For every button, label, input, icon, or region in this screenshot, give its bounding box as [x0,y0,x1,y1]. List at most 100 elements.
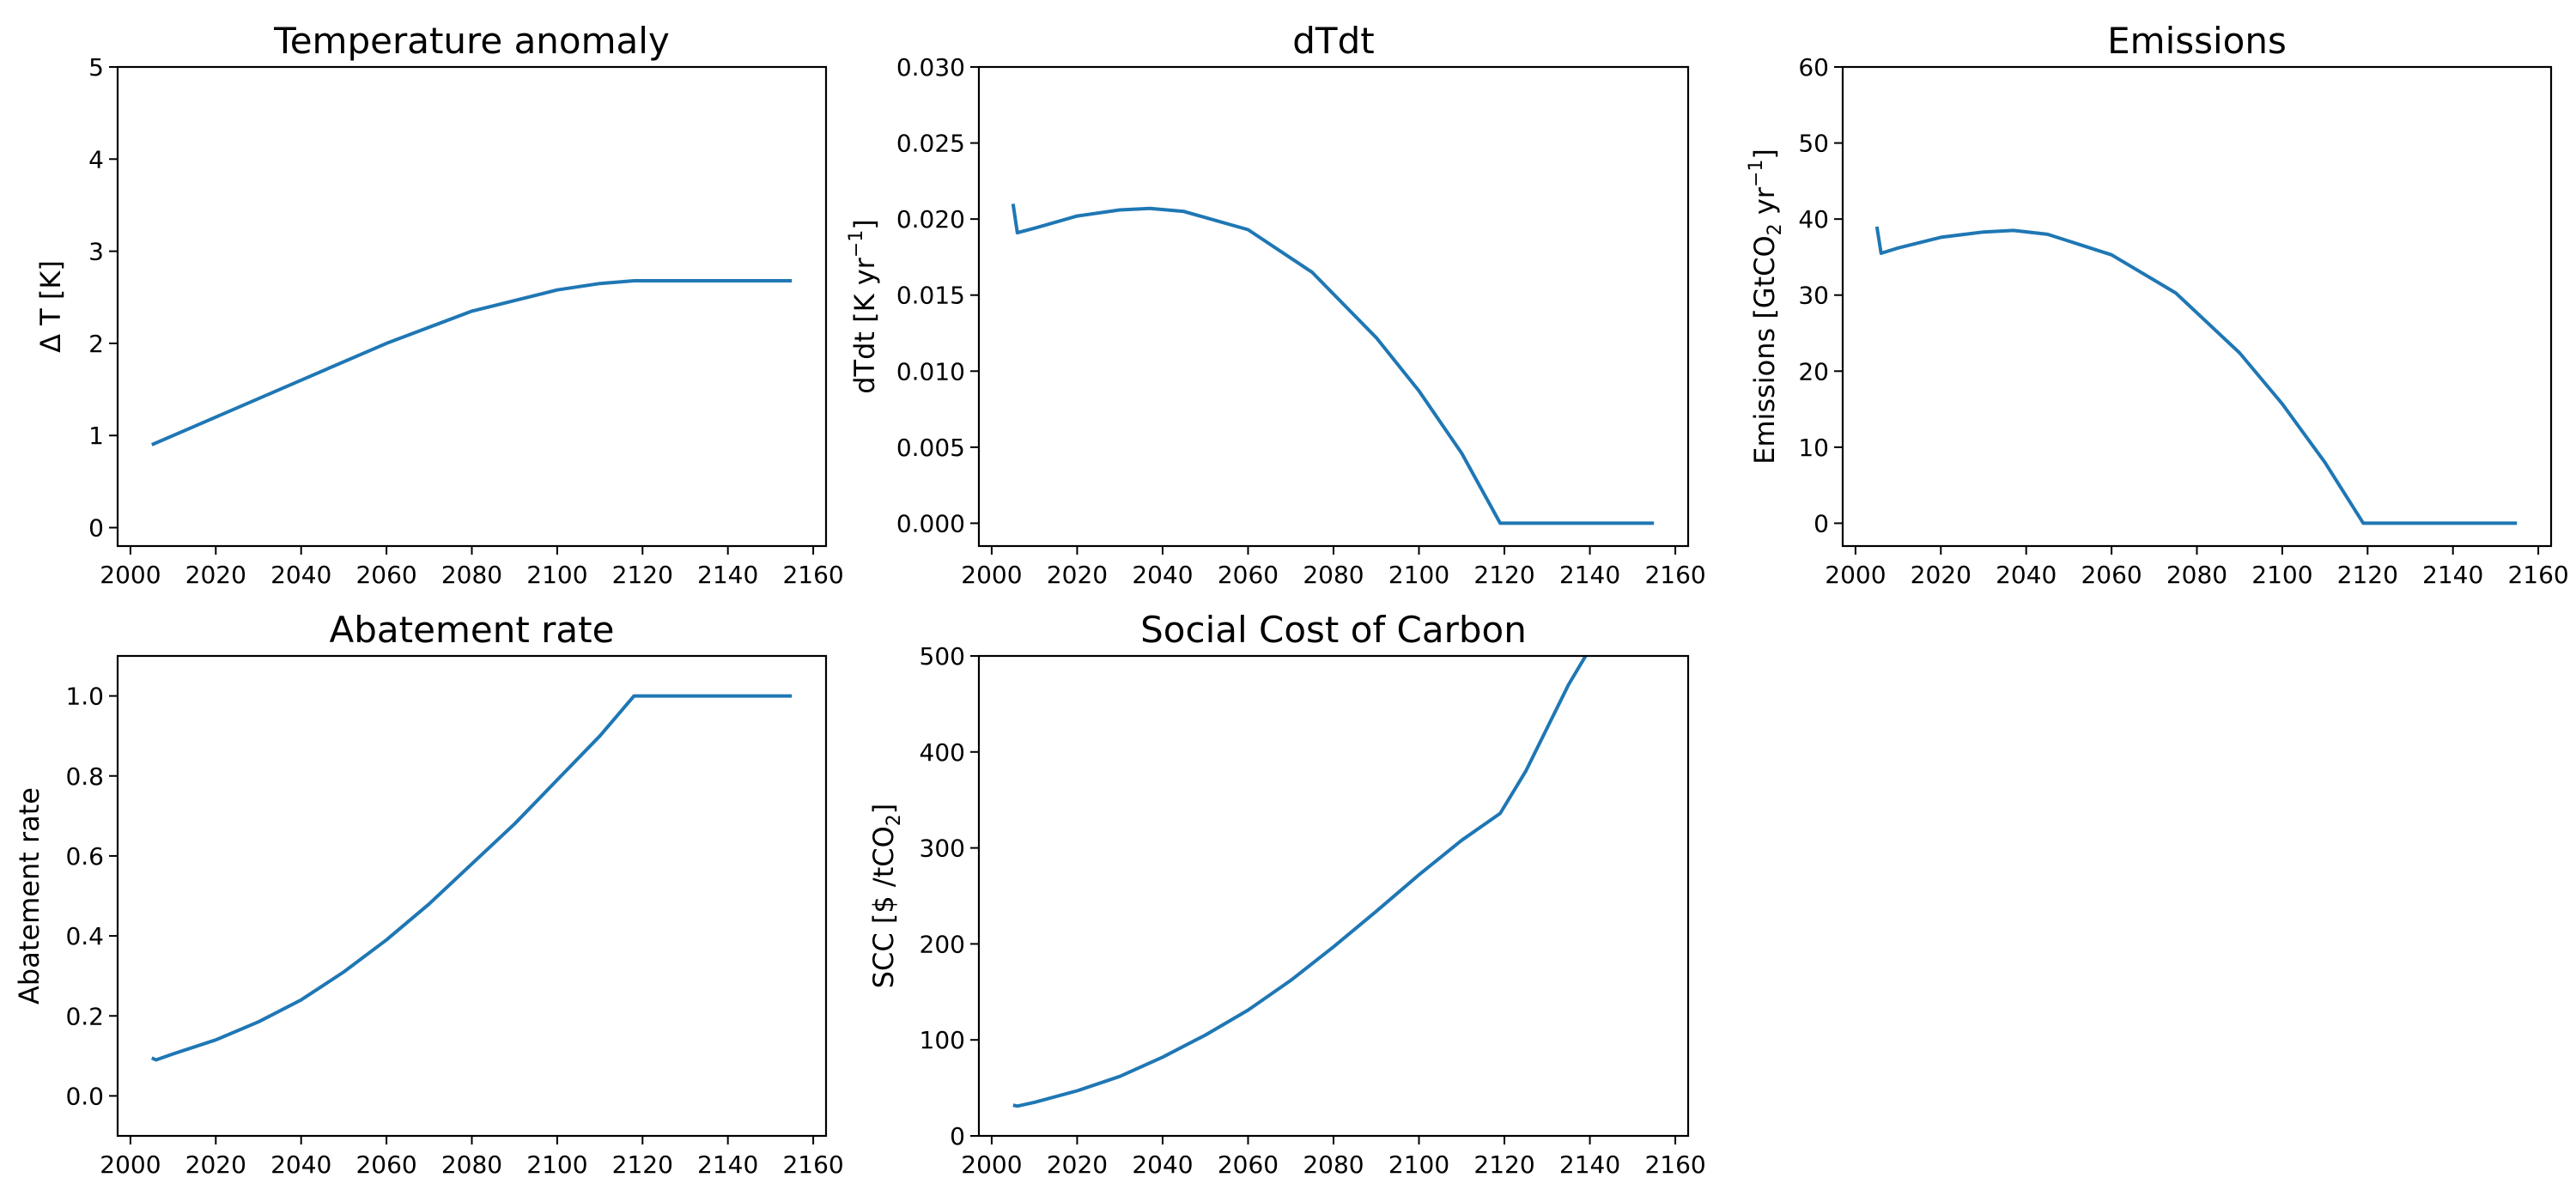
series-line [1012,656,1588,1108]
x-tick-label: 2120 [2337,561,2398,589]
x-tick-label: 2140 [2422,561,2483,589]
y-axis-label: SCC [$ /tCO2] [867,804,905,989]
y-axis-label: Emissions [GtCO2 yr−1] [1746,149,1786,464]
axes-frame [116,654,828,1138]
x-tick-label: 2040 [270,561,331,589]
x-tick-label: 2160 [782,561,843,589]
y-tick-label: 0.2 [65,1002,104,1030]
series-line [150,694,793,1062]
y-tick-label: 0 [1814,509,1829,537]
y-tick-label: 400 [920,738,965,767]
x-tick-label: 2160 [782,1150,843,1179]
series-line [1874,226,2518,525]
x-tick-label: 2100 [2251,561,2312,589]
y-tick-label: 1.0 [65,683,104,711]
x-tick-label: 2040 [1132,561,1193,589]
y-tick-label: 0.4 [65,922,104,950]
y-tick-label: 0.010 [896,357,965,385]
x-tick-label: 2080 [1303,1150,1364,1179]
y-tick-label: 30 [1798,282,1829,310]
x-tick-label: 2080 [441,1150,502,1179]
x-tick-label: 2060 [355,1150,416,1179]
x-tick-label: 2160 [1644,1150,1705,1179]
y-tick-label: 300 [920,835,965,863]
y-tick-label: 0.025 [896,130,965,158]
series-line [151,279,793,446]
y-tick-label: 5 [88,53,104,82]
y-axis-label: Δ T [K] [34,260,67,353]
y-tick-label: 10 [1798,434,1829,462]
x-tick-label: 2060 [1218,1150,1279,1179]
x-tick-label: 2020 [185,1150,246,1179]
x-tick-label: 2080 [1303,561,1364,589]
x-tick-label: 2100 [526,1150,587,1179]
y-tick-label: 0.8 [65,762,104,791]
subplot-2: dTdt 2000 2020 2040 2060 2080 2100 2120 2140 2160… [846,20,1706,589]
y-tick-label: 0.015 [896,282,965,310]
chart-title: Emissions [2107,20,2287,62]
y-tick-label: 500 [920,642,965,671]
y-tick-label: 40 [1798,205,1829,234]
x-tick-label: 2000 [100,1150,161,1179]
x-tick-label: 2040 [1132,1150,1193,1179]
x-tick-label: 2140 [1559,1150,1620,1179]
y-tick-label: 3 [88,238,104,266]
x-tick-label: 2020 [1047,561,1108,589]
chart-title: Abatement rate [330,609,615,651]
y-tick-label: 20 [1798,357,1829,385]
chart-title: Temperature anomaly [273,20,670,62]
x-tick-label: 2120 [1473,561,1534,589]
chart-title: Social Cost of Carbon [1140,609,1527,651]
y-tick-label: 2 [88,330,104,358]
x-tick-label: 2140 [1559,561,1620,589]
subplot-1: Temperature anomaly 2000 2020 2040 2060 2080 2… [34,20,844,589]
y-tick-label: 4 [88,145,104,173]
x-tick-label: 2120 [612,561,673,589]
x-tick-label: 2020 [1911,561,1971,589]
y-tick-label: 0 [950,1122,965,1150]
chart-title: dTdt [1292,20,1374,62]
x-tick-label: 2060 [2081,561,2142,589]
x-tick-label: 2060 [355,561,416,589]
x-tick-label: 2120 [1473,1150,1534,1179]
x-tick-label: 2160 [1644,561,1705,589]
x-tick-label: 2000 [961,1150,1022,1179]
x-tick-label: 2000 [1825,561,1886,589]
y-tick-label: 100 [920,1026,965,1054]
x-tick-label: 2120 [612,1150,673,1179]
axes-frame [1841,65,2553,548]
series-line [1011,203,1655,525]
x-tick-label: 2020 [185,561,246,589]
axes-frame [116,65,828,548]
x-tick-label: 2140 [697,561,758,589]
x-tick-label: 2160 [2507,561,2568,589]
y-axis-label: Abatement rate [13,787,46,1005]
y-tick-label: 0.6 [65,842,104,871]
subplot-4: Abatement rate 2000 2020 2040 2060 2080 2100 21… [13,609,844,1179]
axes-frame [977,65,1690,548]
x-tick-label: 2080 [2166,561,2227,589]
x-tick-label: 2080 [441,561,502,589]
y-tick-label: 200 [920,930,965,958]
y-tick-label: 0.030 [896,53,965,82]
x-tick-label: 2060 [1218,561,1279,589]
x-tick-label: 2000 [100,561,161,589]
y-tick-label: 0.005 [896,434,965,462]
y-tick-label: 0 [88,514,104,543]
x-tick-label: 2040 [270,1150,331,1179]
x-tick-label: 2000 [961,561,1022,589]
x-tick-label: 2040 [1996,561,2057,589]
x-tick-label: 2100 [526,561,587,589]
y-tick-label: 0.020 [896,205,965,234]
x-tick-label: 2100 [1388,561,1449,589]
y-tick-label: 50 [1798,130,1829,158]
x-tick-label: 2140 [697,1150,758,1179]
y-axis-label: dTdt [K yr−1] [846,219,881,394]
x-tick-label: 2100 [1388,1150,1449,1179]
y-tick-label: 0.000 [896,509,965,537]
x-tick-label: 2020 [1047,1150,1108,1179]
y-tick-label: 1 [88,422,104,450]
